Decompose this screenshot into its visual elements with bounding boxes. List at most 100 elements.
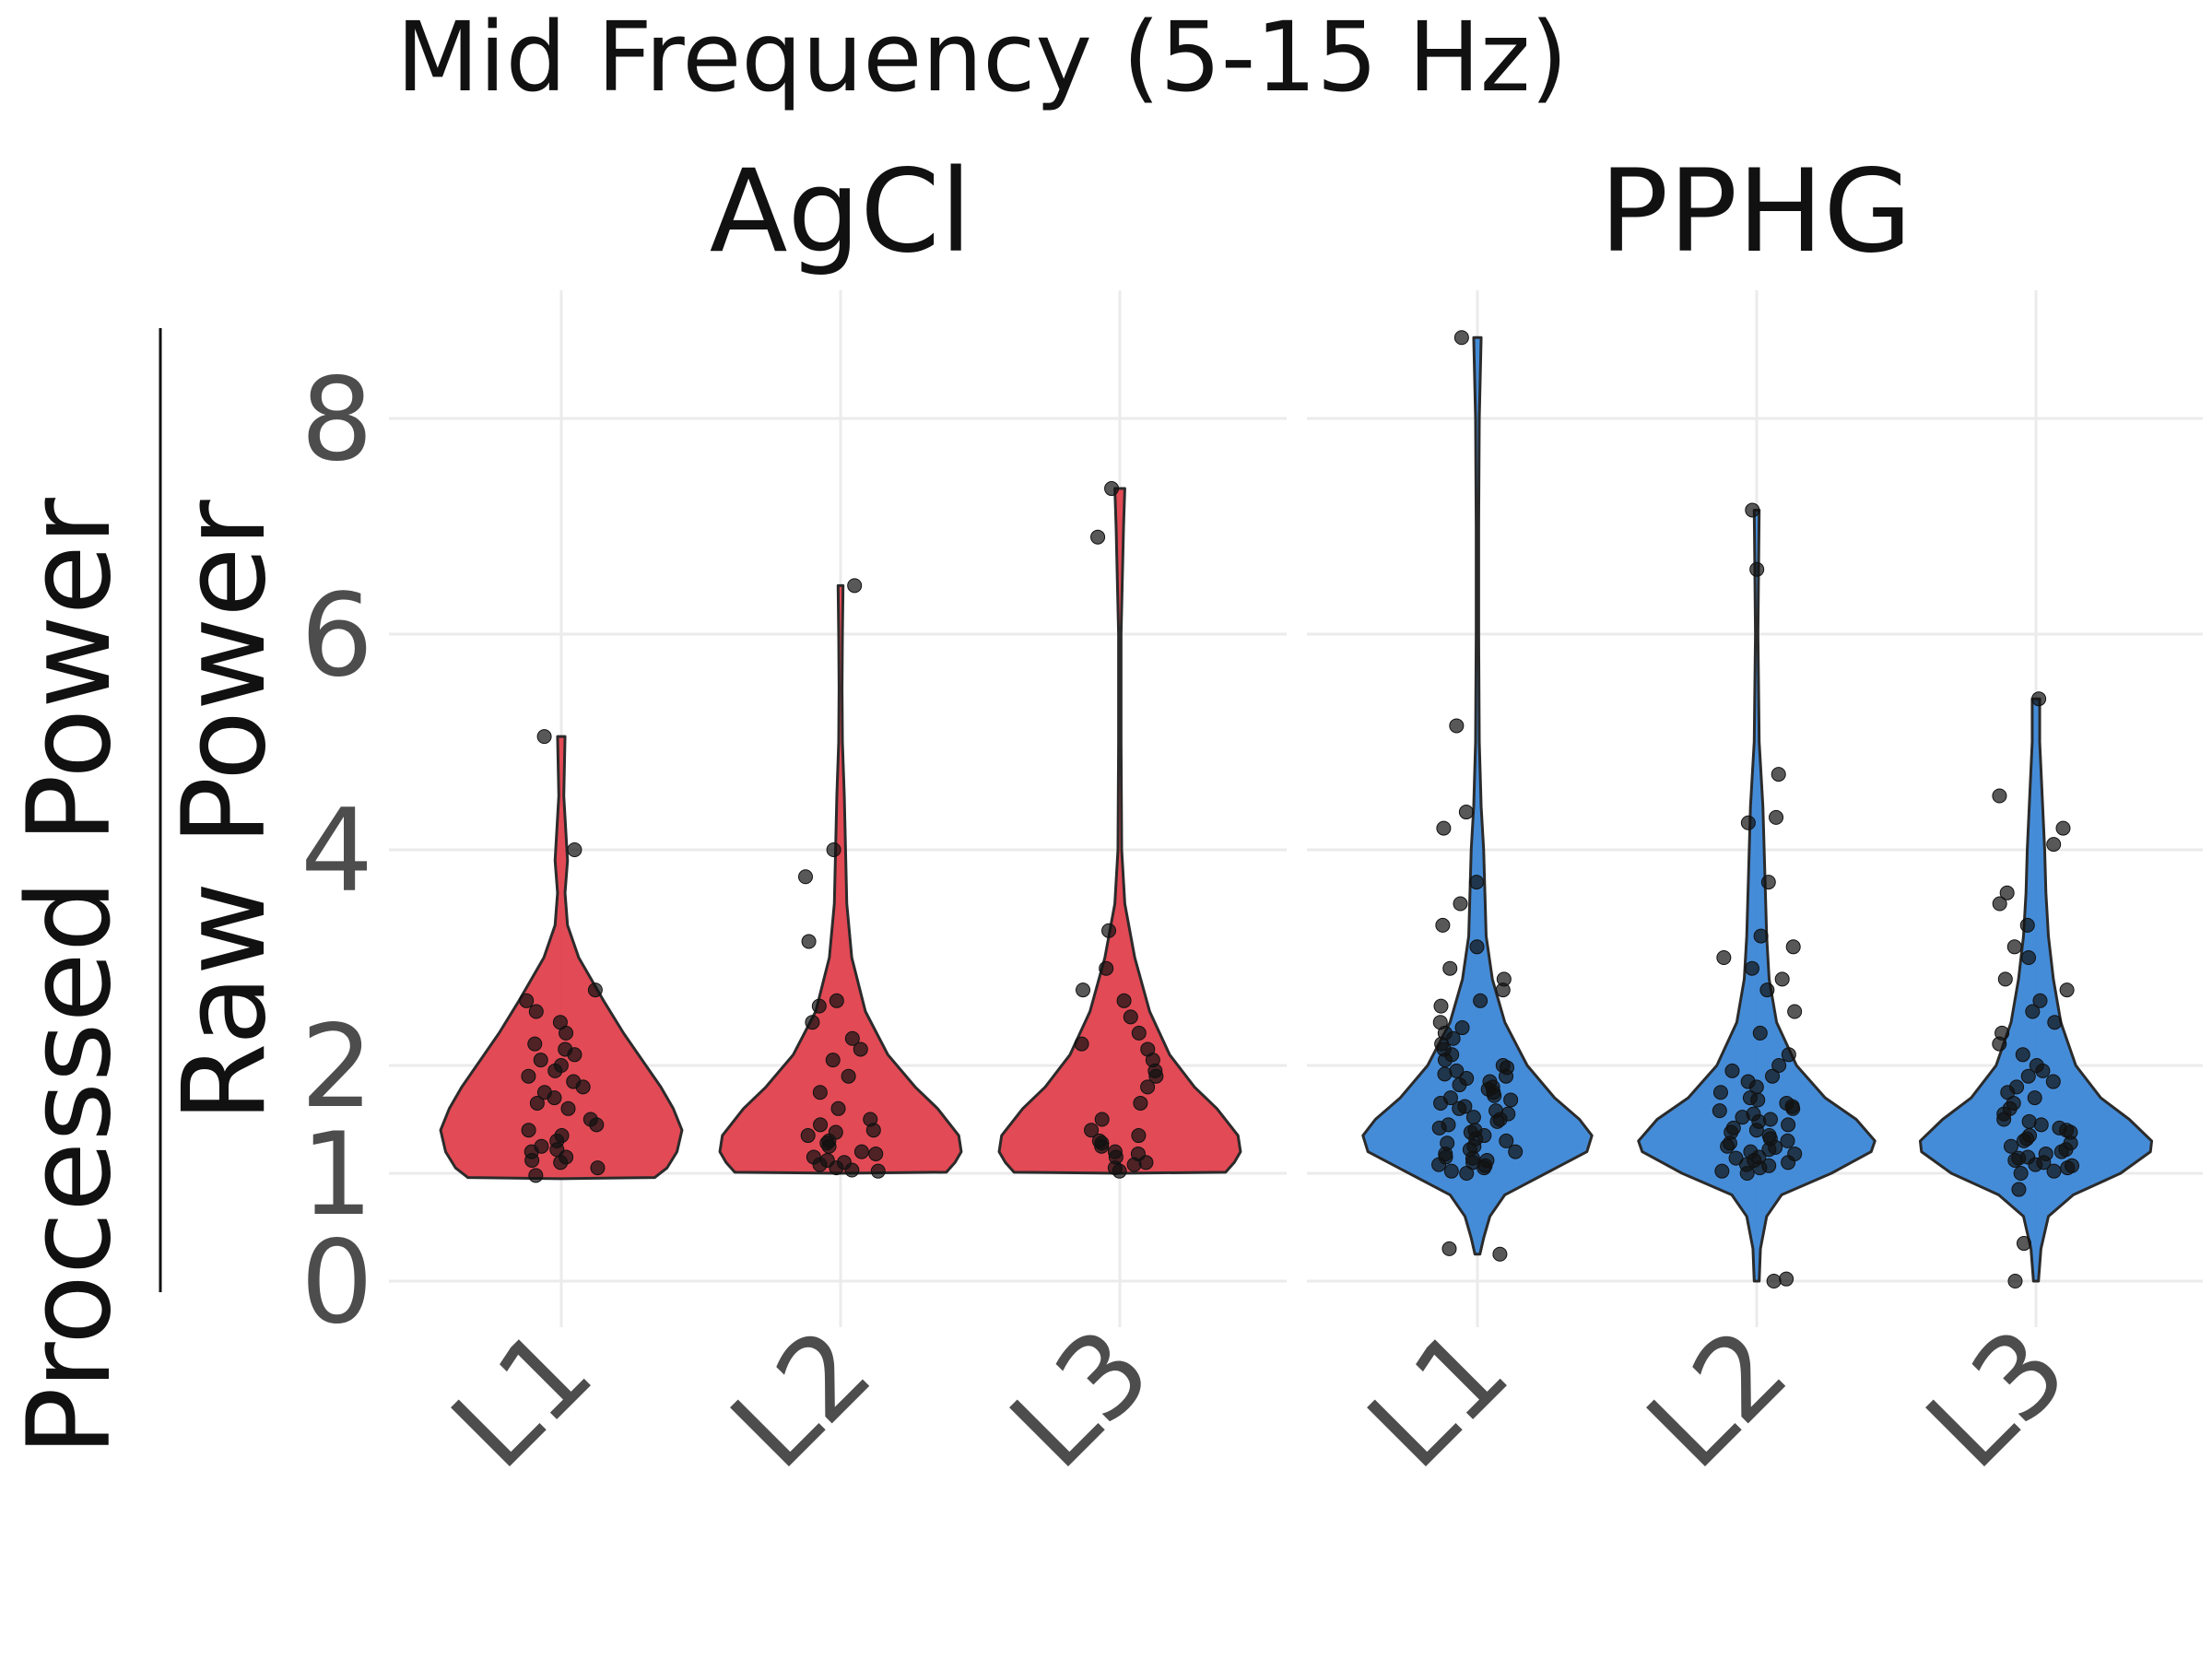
data-point <box>1457 1099 1473 1114</box>
x-tick-label: L3 <box>1902 1303 2092 1493</box>
data-point <box>1759 982 1775 998</box>
data-point <box>1499 1133 1514 1148</box>
data-point <box>521 1068 536 1084</box>
data-point <box>2035 1063 2051 1078</box>
data-point <box>1769 809 1784 825</box>
data-point <box>2020 1068 2036 1084</box>
data-point <box>2011 1150 2027 1166</box>
data-point <box>1784 1099 1800 1114</box>
data-point <box>1996 1106 2012 1122</box>
data-point <box>1496 971 1512 987</box>
data-point <box>1760 875 1776 890</box>
data-point <box>1433 998 1449 1014</box>
data-point <box>847 578 863 594</box>
data-point <box>801 934 817 949</box>
data-point <box>529 1095 545 1111</box>
panel-title-agcl: AgCl <box>710 146 972 278</box>
x-tick-label: L3 <box>986 1303 1176 1493</box>
data-point <box>2019 1131 2035 1147</box>
data-point <box>527 1036 543 1052</box>
data-point <box>1443 1163 1459 1179</box>
data-point <box>1508 1144 1524 1159</box>
data-point <box>1441 1241 1457 1256</box>
data-point <box>2055 820 2071 836</box>
y-axis-label-numerator: Processed Power <box>4 498 136 1456</box>
data-point <box>1779 1271 1794 1287</box>
data-point <box>863 1112 878 1127</box>
data-point <box>1147 1063 1163 1078</box>
data-point <box>1437 1066 1453 1082</box>
data-point <box>825 1053 841 1068</box>
data-point <box>1753 928 1769 944</box>
data-point <box>1999 885 2015 900</box>
data-point <box>2045 1074 2061 1089</box>
data-point <box>1104 481 1120 497</box>
data-point <box>1745 502 1760 518</box>
data-point <box>830 1100 846 1116</box>
data-point <box>1994 1025 2010 1041</box>
data-point <box>1436 1041 1452 1057</box>
data-point <box>536 729 552 745</box>
data-point <box>2000 1085 2016 1100</box>
data-point <box>2032 993 2048 1008</box>
data-point <box>2003 1138 2018 1154</box>
data-point <box>534 1138 549 1154</box>
data-point <box>798 869 814 885</box>
data-point <box>1458 805 1474 820</box>
data-point <box>1133 1095 1148 1111</box>
data-point <box>1140 1079 1156 1095</box>
violin-layer <box>439 335 2154 1283</box>
data-point <box>2025 1004 2041 1019</box>
y-tick-label: 8 <box>300 354 373 487</box>
data-point <box>1432 1015 1448 1030</box>
data-point <box>554 1128 570 1144</box>
data-point <box>1714 1163 1730 1179</box>
data-point <box>558 1041 573 1057</box>
data-point <box>2046 1163 2062 1179</box>
data-point <box>1724 1063 1740 1078</box>
data-point <box>1116 993 1132 1008</box>
data-point <box>1750 1092 1766 1108</box>
data-point <box>1449 718 1465 734</box>
data-point <box>1752 1025 1768 1041</box>
data-point <box>2021 950 2037 965</box>
data-point <box>853 1144 869 1159</box>
violin-pphg-l1 <box>1361 335 1594 1256</box>
data-point <box>1463 1124 1478 1140</box>
data-point <box>1465 1150 1480 1166</box>
data-point <box>2031 691 2047 707</box>
x-tick-label: L1 <box>1344 1303 1534 1493</box>
data-point <box>1781 1047 1796 1063</box>
data-point <box>1740 815 1756 830</box>
x-tick-label: L2 <box>1623 1303 1813 1493</box>
data-point <box>1781 1117 1796 1133</box>
data-point <box>1785 939 1801 955</box>
data-point <box>2047 1015 2063 1030</box>
data-point <box>1131 1025 1147 1041</box>
data-point <box>567 842 582 857</box>
data-point <box>1735 1110 1750 1125</box>
data-point <box>2019 917 2035 933</box>
data-point <box>2021 1113 2037 1129</box>
data-point <box>1454 1020 1470 1036</box>
panel-title-pphg: PPHG <box>1600 146 1912 278</box>
data-point <box>1453 896 1468 912</box>
data-point <box>566 1074 582 1089</box>
data-point <box>1503 1092 1519 1108</box>
data-point <box>1131 1128 1147 1144</box>
data-point <box>844 1162 860 1178</box>
data-point <box>1101 923 1117 938</box>
data-point <box>806 1149 821 1165</box>
data-point <box>590 1160 606 1176</box>
data-point <box>829 993 844 1008</box>
data-point <box>1712 1085 1728 1100</box>
data-point <box>1076 982 1091 998</box>
data-point <box>1747 1152 1762 1168</box>
data-point <box>1090 529 1106 545</box>
data-point <box>1442 960 1458 976</box>
data-point <box>800 1128 816 1144</box>
y-tick-label: 0 <box>300 1217 373 1349</box>
data-point <box>1761 1158 1777 1173</box>
data-point <box>1436 820 1452 836</box>
